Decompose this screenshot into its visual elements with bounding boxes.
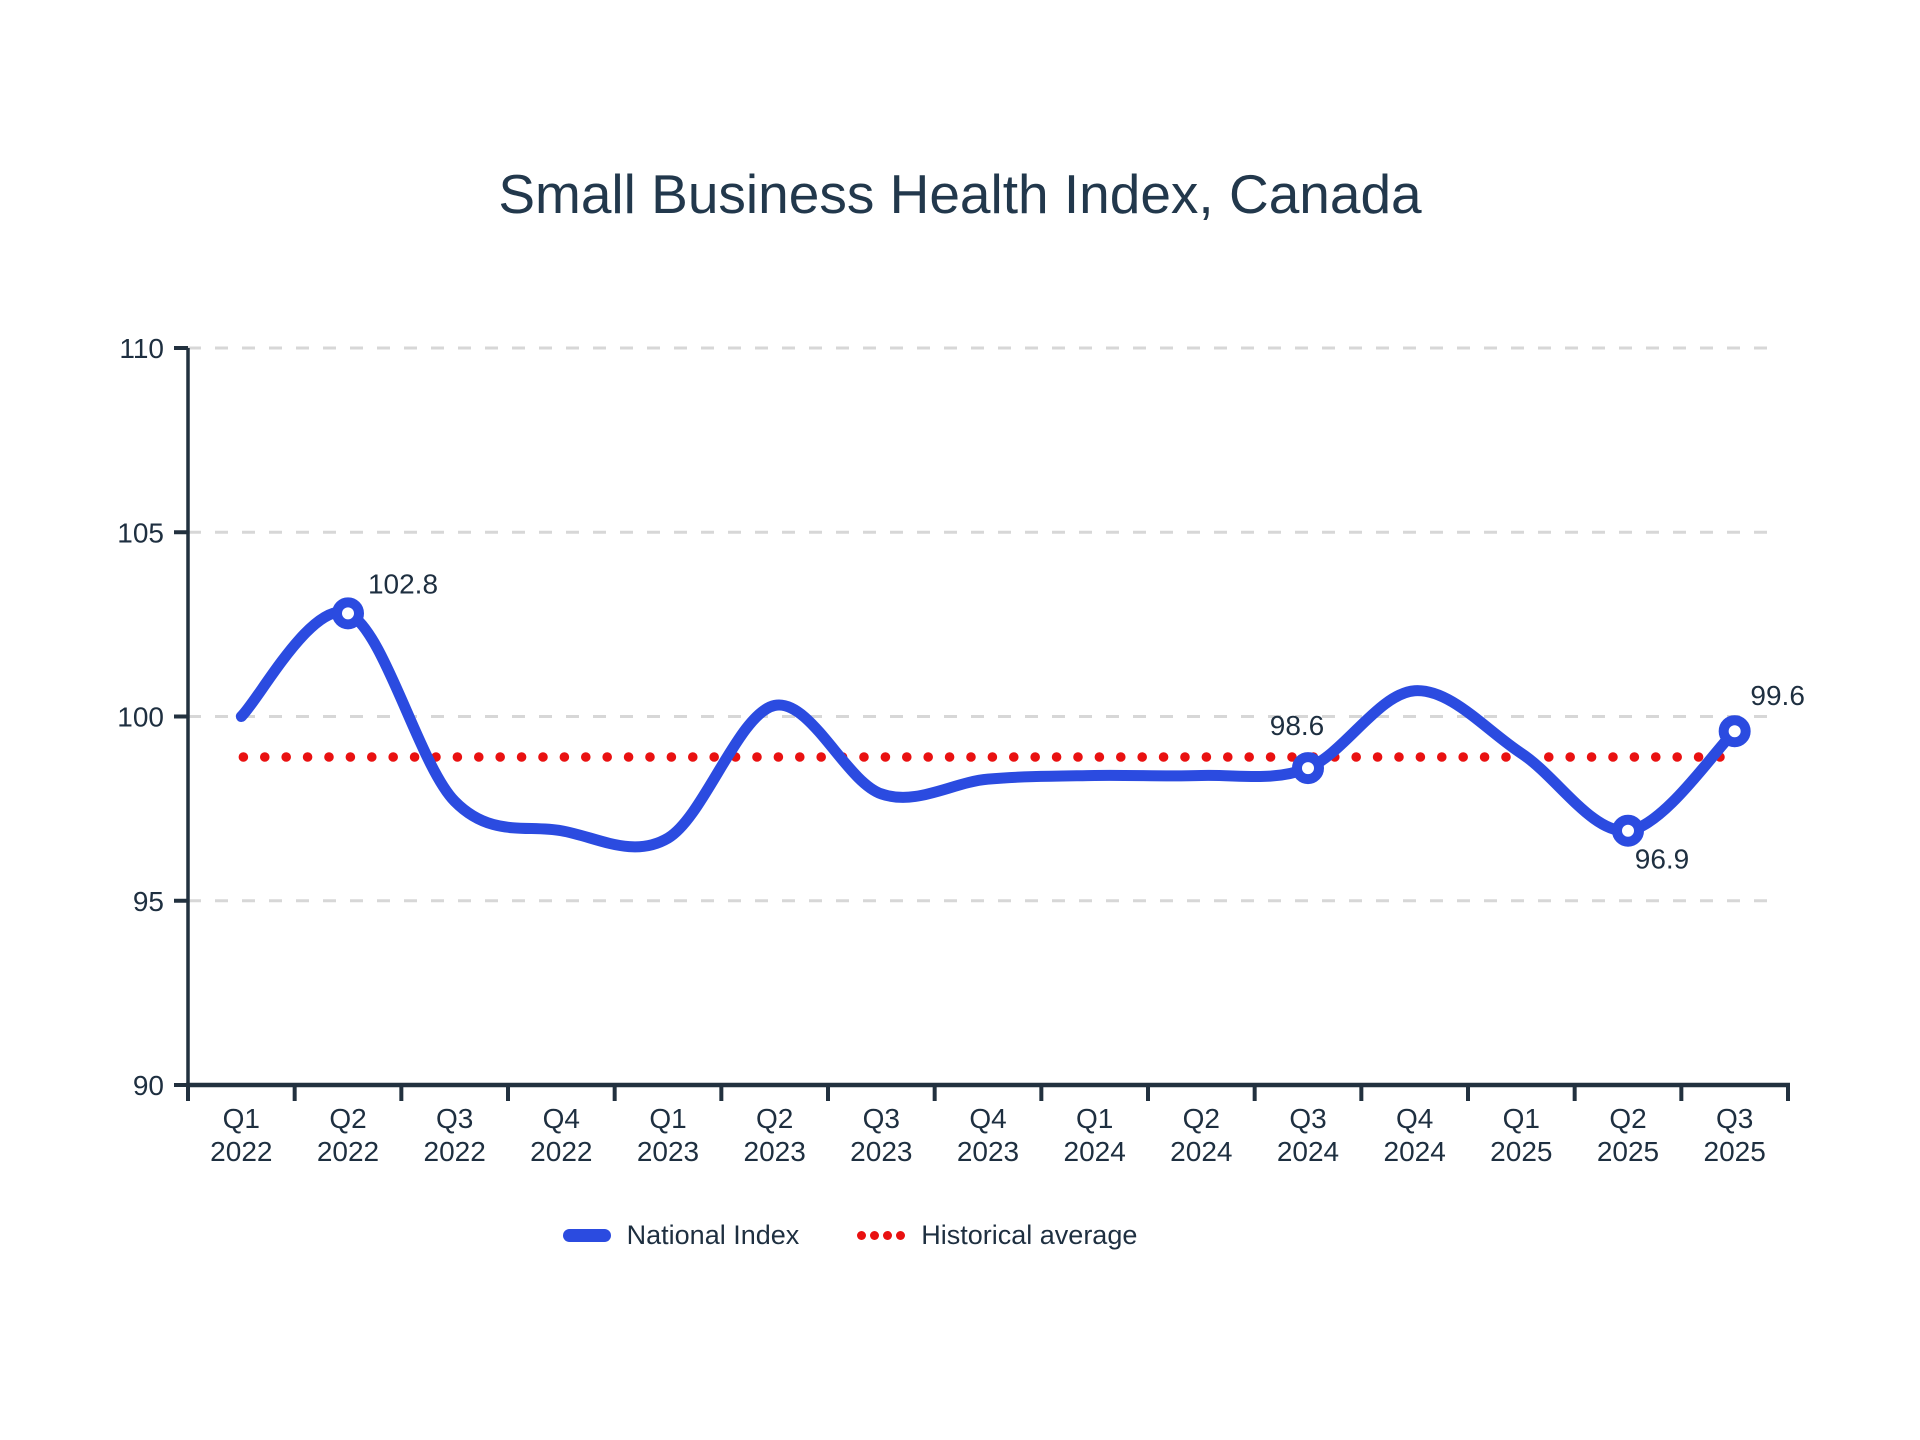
x-tick-label-q1-2025: Q1 2025: [1490, 1103, 1552, 1167]
data-point-marker-q3-2024: [1292, 752, 1324, 785]
data-point-marker-q2-2022: [332, 597, 364, 630]
national-index-line: [235, 606, 1741, 853]
x-tick-label-q1-2022: Q1 2022: [210, 1103, 272, 1167]
y-tick-label-90: 90: [133, 1070, 164, 1101]
y-tick-label-100: 100: [117, 702, 164, 733]
x-tick-label-q3-2024: Q3 2024: [1277, 1103, 1339, 1167]
y-tick-label-105: 105: [117, 517, 164, 548]
red-dot-icon: [883, 1231, 893, 1240]
red-dot-icon: [896, 1231, 906, 1240]
x-tick-label-q3-2025: Q3 2025: [1704, 1103, 1766, 1167]
legend-label-national-index: National Index: [626, 1220, 800, 1250]
x-tick-label-q3-2022: Q3 2022: [424, 1103, 486, 1167]
legend: National Index Historical average: [0, 1220, 1700, 1251]
x-tick-label-q2-2023: Q2 2023: [744, 1103, 806, 1167]
legend-item-national-index: National Index: [562, 1220, 800, 1251]
x-tick-label-q2-2025: Q2 2025: [1597, 1103, 1659, 1167]
x-tick-label-q1-2023: Q1 2023: [637, 1103, 699, 1167]
legend-label-historical-average: Historical average: [921, 1220, 1138, 1250]
legend-item-historical-average: Historical average: [857, 1220, 1137, 1251]
red-dot-icon: [870, 1231, 880, 1240]
national-index-line-swatch: [562, 1229, 611, 1242]
data-point-label-98.6: 98.6: [1270, 710, 1325, 741]
red-dot-icon: [857, 1231, 867, 1240]
data-point-marker-q2-2025: [1612, 814, 1644, 847]
x-tick-label-q3-2023: Q3 2023: [850, 1103, 912, 1167]
data-point-label-102.8: 102.8: [368, 568, 438, 599]
x-tick-label-q4-2023: Q4 2023: [957, 1103, 1019, 1167]
y-tick-label-95: 95: [133, 886, 164, 917]
x-tick-label-q1-2024: Q1 2024: [1064, 1103, 1126, 1167]
x-tick-label-q2-2022: Q2 2022: [317, 1103, 379, 1167]
historical-average-dots-swatch: [857, 1231, 906, 1240]
data-point-marker-q3-2025: [1718, 715, 1751, 748]
y-tick-label-110: 110: [119, 333, 164, 364]
x-tick-label-q2-2024: Q2 2024: [1170, 1103, 1232, 1167]
chart-title: Small Business Health Index, Canada: [498, 163, 1422, 225]
data-point-label-99.6: 99.6: [1750, 680, 1805, 711]
data-point-label-96.9: 96.9: [1635, 844, 1690, 875]
x-tick-label-q4-2022: Q4 2022: [530, 1103, 592, 1167]
x-tick-label-q4-2024: Q4 2024: [1384, 1103, 1446, 1167]
